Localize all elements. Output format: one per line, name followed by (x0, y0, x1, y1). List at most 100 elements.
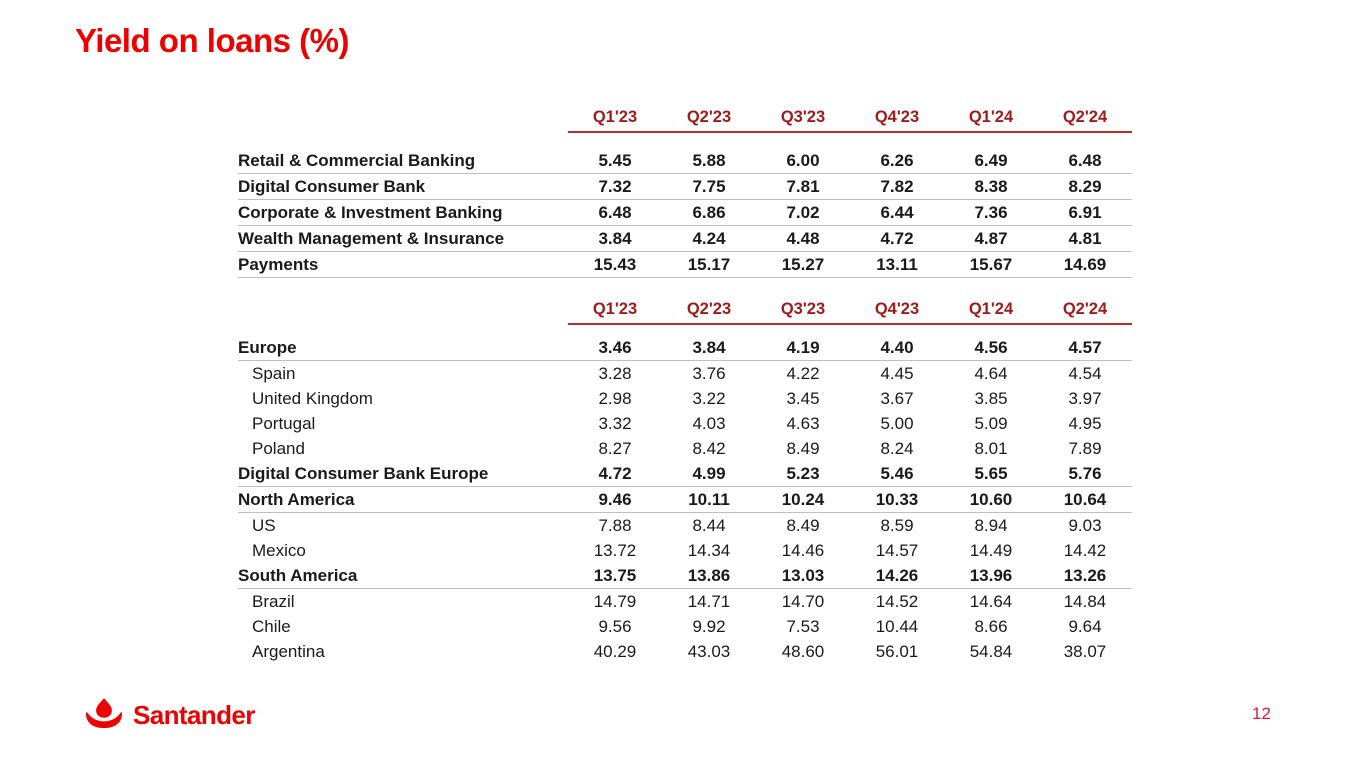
row-label: Payments (238, 251, 568, 278)
yield-value-cell: 5.09 (974, 414, 1008, 433)
yield-value-cell: 8.01 (974, 439, 1008, 458)
table-row: Payments 15.43 15.17 15.27 13.11 15.67 14.69 (238, 251, 1132, 278)
yield-value-cell: 13.03 (756, 563, 850, 589)
table-row: Digital Consumer Bank Europe 4.72 4.99 5.23… (238, 461, 1132, 487)
quarter-header: Q1'23 (568, 294, 662, 325)
yield-value-cell: 54.84 (969, 642, 1013, 661)
row-label: United Kingdom (252, 389, 373, 408)
table-row: Poland 8.27 8.42 8.49 8.24 8.01 7.89 (238, 436, 1132, 461)
quarter-header: Q4'23 (850, 294, 944, 325)
yield-value-cell: 14.69 (1038, 251, 1132, 278)
yield-value-cell: 3.32 (598, 414, 632, 433)
table-row: Digital Consumer Bank 7.32 7.75 7.81 7.82 8.3… (238, 173, 1132, 200)
yield-value-cell: 13.11 (850, 251, 944, 278)
quarter-header: Q3'23 (756, 294, 850, 325)
yield-value-cell: 7.02 (756, 199, 850, 226)
yield-value-cell: 6.26 (850, 148, 944, 174)
row-label: Wealth Management & Insurance (238, 225, 568, 252)
quarter-header: Q1'24 (944, 294, 1038, 325)
spacer-cell (238, 324, 1132, 335)
yield-value-cell: 40.29 (593, 642, 637, 661)
santander-wordmark: Santander (133, 699, 255, 730)
row-label: North America (238, 486, 568, 513)
yield-value-cell: 7.53 (786, 617, 820, 636)
yield-value-cell: 4.48 (756, 225, 850, 252)
yield-value-cell: 4.24 (662, 225, 756, 252)
yield-value-cell: 10.24 (756, 486, 850, 513)
yield-value-cell: 7.89 (1068, 439, 1102, 458)
table-row: Argentina 40.29 43.03 48.60 56.01 54.84 38.07 (238, 639, 1132, 664)
yield-value-cell: 6.00 (756, 148, 850, 174)
yield-value-cell: 13.72 (593, 541, 637, 560)
yield-value-cell: 4.87 (944, 225, 1038, 252)
yield-value-cell: 5.00 (880, 414, 914, 433)
spacer-row (238, 324, 1132, 335)
yield-value-cell: 4.19 (756, 335, 850, 361)
yield-value-cell: 6.48 (1038, 148, 1132, 174)
yield-value-cell: 8.66 (974, 617, 1008, 636)
yield-value-cell: 10.60 (944, 486, 1038, 513)
quarter-header: Q3'23 (756, 102, 850, 133)
yield-value-cell: 7.75 (662, 173, 756, 200)
yield-value-cell: 6.91 (1038, 199, 1132, 226)
yield-value-cell: 4.45 (880, 364, 914, 383)
yield-value-cell: 4.64 (974, 364, 1008, 383)
table-row: Brazil 14.79 14.71 14.70 14.52 14.64 14.84 (238, 589, 1132, 615)
row-label: Digital Consumer Bank (238, 173, 568, 200)
yield-value-cell: 56.01 (875, 642, 919, 661)
yield-value-cell: 14.52 (875, 592, 919, 611)
yield-value-cell: 3.97 (1068, 389, 1102, 408)
yield-by-business-segment-table: Q1'23 Q2'23 Q3'23 Q4'23 Q1'24 Q2'24 Retail & C… (238, 102, 1132, 278)
yield-value-cell: 7.88 (598, 516, 632, 535)
yield-value-cell: 8.49 (786, 439, 820, 458)
yield-value-cell: 14.49 (969, 541, 1013, 560)
yield-value-cell: 10.33 (850, 486, 944, 513)
row-label: Spain (252, 364, 296, 383)
yield-value-cell: 10.11 (662, 486, 756, 513)
yield-value-cell: 10.64 (1038, 486, 1132, 513)
santander-logo: Santander (84, 698, 255, 731)
table-row: Portugal 3.32 4.03 4.63 5.00 5.09 4.95 (238, 411, 1132, 436)
yield-value-cell: 3.67 (880, 389, 914, 408)
row-label: Brazil (252, 592, 295, 611)
table-row: Corporate & Investment Banking 6.48 6.86 7.… (238, 199, 1132, 226)
yield-value-cell: 7.32 (568, 173, 662, 200)
yield-value-cell: 4.72 (568, 461, 662, 487)
yield-value-cell: 3.28 (598, 364, 632, 383)
yield-value-cell: 14.84 (1063, 592, 1107, 611)
yield-value-cell: 4.95 (1068, 414, 1102, 433)
yield-value-cell: 8.49 (786, 516, 820, 535)
quarter-header: Q1'23 (568, 102, 662, 133)
spacer-row (238, 132, 1132, 148)
yield-value-cell: 14.26 (850, 563, 944, 589)
yield-value-cell: 15.27 (756, 251, 850, 278)
row-label: Portugal (252, 414, 316, 433)
yield-value-cell: 7.82 (850, 173, 944, 200)
yield-value-cell: 3.22 (692, 389, 726, 408)
quarter-header: Q2'23 (662, 294, 756, 325)
table-row: United Kingdom 2.98 3.22 3.45 3.67 3.85 3.97 (238, 386, 1132, 411)
quarter-header-row: Q1'23 Q2'23 Q3'23 Q4'23 Q1'24 Q2'24 (238, 102, 1132, 133)
quarter-header: Q2'23 (662, 102, 756, 133)
quarter-header: Q2'24 (1038, 102, 1132, 133)
table-row: Chile 9.56 9.92 7.53 10.44 8.66 9.64 (238, 614, 1132, 639)
yield-value-cell: 14.64 (969, 592, 1013, 611)
yield-value-cell: 8.44 (692, 516, 726, 535)
yield-value-cell: 3.84 (662, 335, 756, 361)
yield-value-cell: 14.71 (687, 592, 731, 611)
yield-value-cell: 48.60 (781, 642, 825, 661)
table-row: Europe 3.46 3.84 4.19 4.40 4.56 4.57 (238, 335, 1132, 361)
yield-value-cell: 13.86 (662, 563, 756, 589)
table-row: South America 13.75 13.86 13.03 14.26 13.96 13… (238, 563, 1132, 589)
yield-value-cell: 15.67 (944, 251, 1038, 278)
yield-value-cell: 14.42 (1063, 541, 1107, 560)
yield-value-cell: 43.03 (687, 642, 731, 661)
yield-value-cell: 5.46 (850, 461, 944, 487)
yield-value-cell: 9.46 (568, 486, 662, 513)
yield-value-cell: 8.42 (692, 439, 726, 458)
yield-value-cell: 9.03 (1068, 516, 1102, 535)
table-row: North America 9.46 10.11 10.24 10.33 10.60 10.… (238, 486, 1132, 513)
yield-value-cell: 4.03 (692, 414, 726, 433)
table-row: Spain 3.28 3.76 4.22 4.45 4.64 4.54 (238, 361, 1132, 387)
